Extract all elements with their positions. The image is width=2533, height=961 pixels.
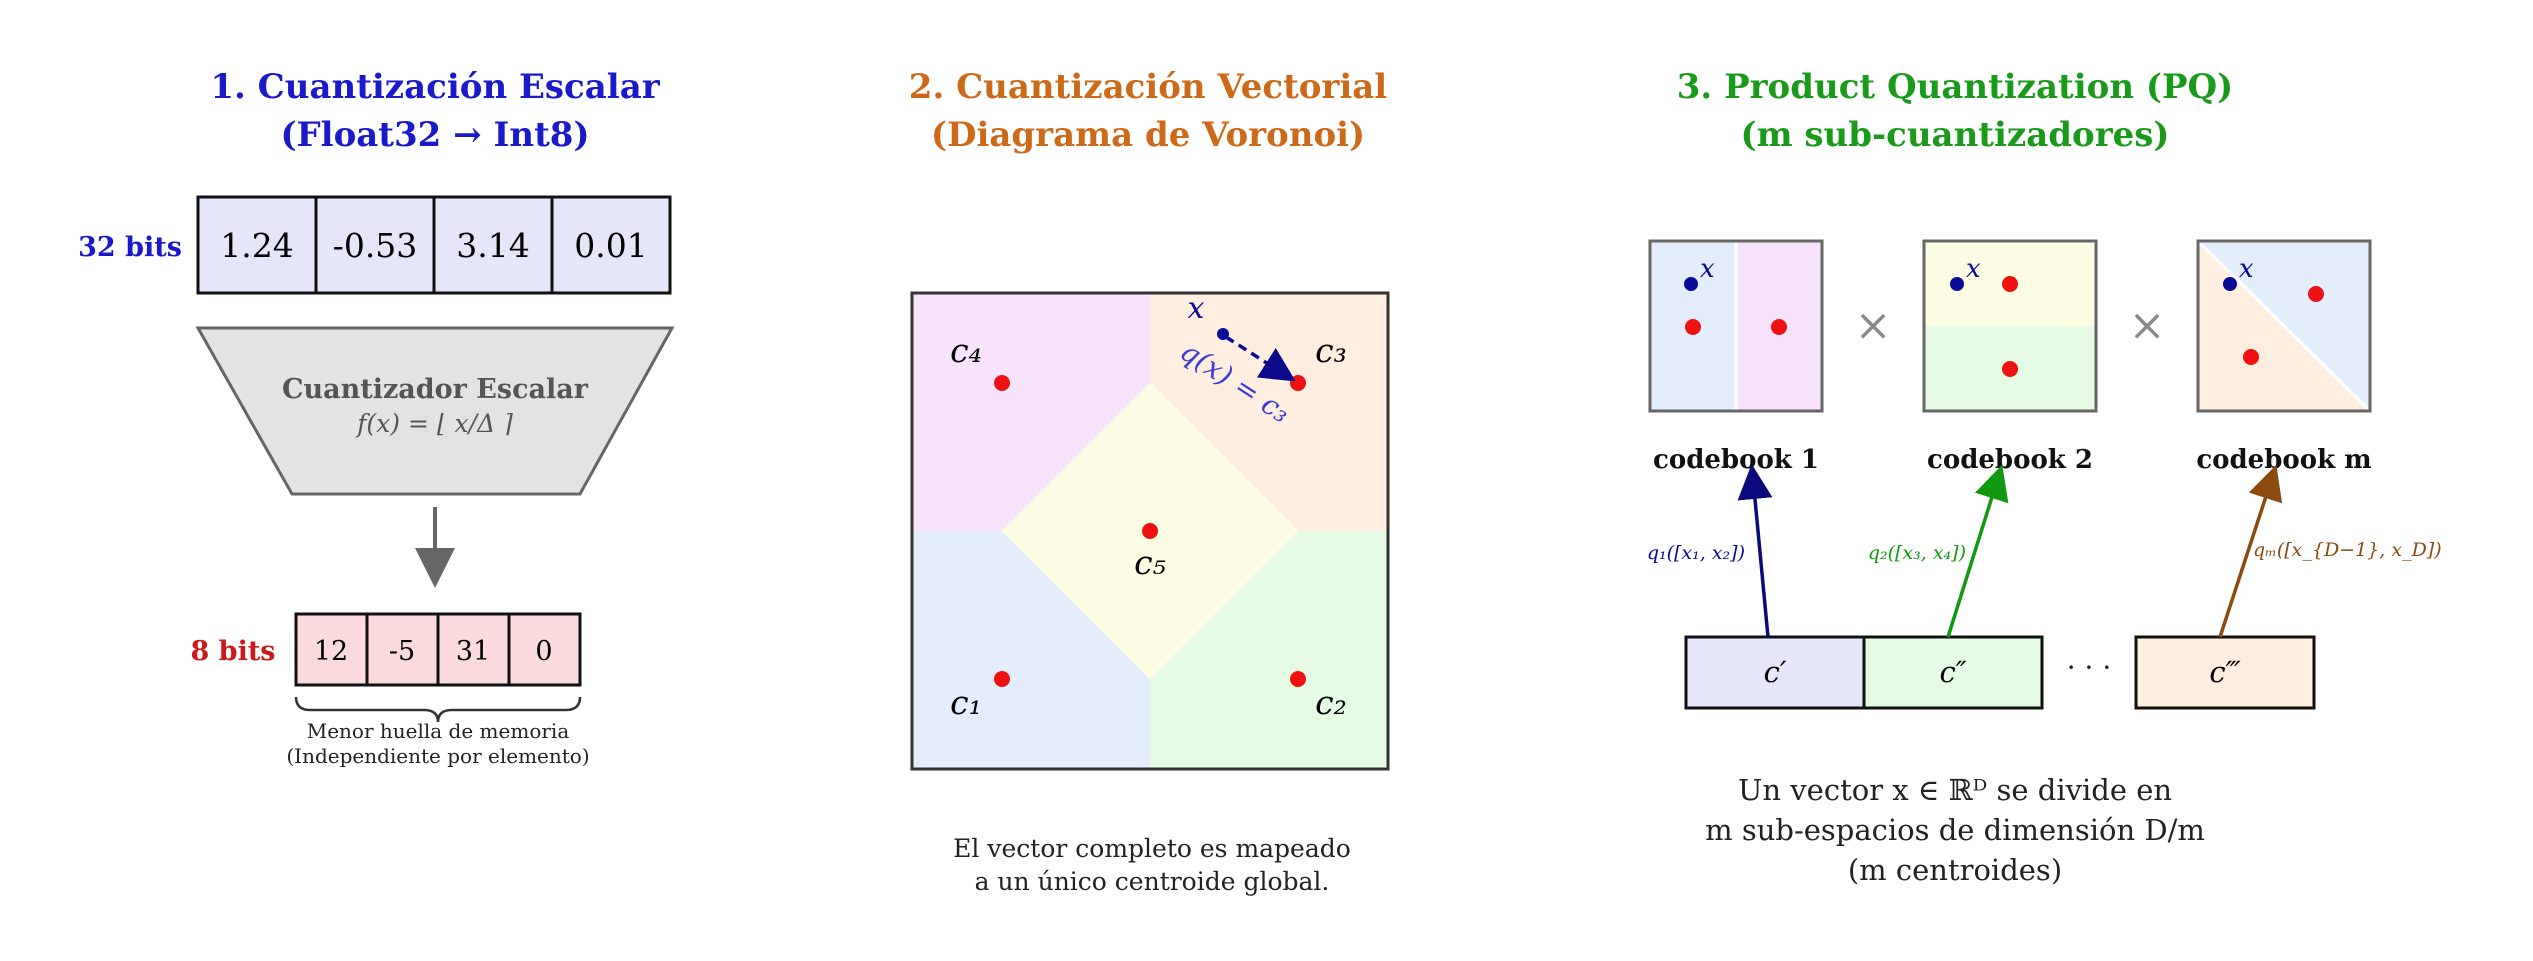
- memory-brace: [294, 696, 582, 723]
- panel1-title-line2: (Float32 → Int8): [280, 115, 589, 155]
- int-value-4: 0: [535, 636, 552, 667]
- times-sign-2: ×: [2129, 300, 2166, 351]
- int-cell-3: [436, 612, 511, 687]
- arrow-to-codebook-m: [2218, 464, 2283, 638]
- float-value-4: 0.01: [574, 226, 647, 265]
- int8-vector: 12 -5 31 0: [294, 612, 582, 687]
- panel-scalar-quantization: 1. Cuantización Escalar (Float32 → Int8)…: [78, 67, 675, 768]
- float32-vector: 1.24 -0.53 3.14 0.01: [196, 195, 672, 295]
- quantizer-title: Cuantizador Escalar: [282, 374, 589, 405]
- int-value-3: 31: [456, 636, 490, 667]
- panel3-caption-line1: Un vector x ∈ ℝᴰ se divide en: [1738, 773, 2172, 807]
- codebook-2-label: codebook 2: [1927, 445, 2093, 475]
- codebook-1-label: codebook 1: [1653, 445, 1819, 475]
- subspacem-centroid-1: [2308, 286, 2324, 302]
- panel1-caption-line1: Menor huella de memoria: [307, 719, 570, 743]
- subspace-m: x: [2196, 239, 2372, 413]
- panel-vector-quantization: 2. Cuantización Vectorial (Diagrama de V…: [909, 67, 1390, 896]
- subspace1-centroid-2: [1771, 319, 1787, 335]
- subspacem-boundary: [2196, 239, 2372, 413]
- centroid-c4: [994, 375, 1010, 391]
- float-cell-1: [196, 195, 318, 295]
- scalar-quantizer-block: Cuantizador Escalar f(x) = ⌊ x/Δ ⌉: [195, 326, 675, 496]
- code-cell-m: [2134, 635, 2316, 710]
- voronoi-diagram: c₄ c₃ c₅ c₁ c₂ x q(x) = c₃: [910, 291, 1390, 771]
- panel3-caption-line3: (m centroides): [1848, 853, 2062, 887]
- subspacem-centroid-2: [2243, 349, 2259, 365]
- float-cell-3: [432, 195, 554, 295]
- quantizer-funnel: [195, 326, 675, 496]
- quantizer-formula: f(x) = ⌊ x/Δ ⌉: [355, 409, 513, 438]
- label-c5: c₅: [1134, 543, 1166, 582]
- arrow-to-codebook-2: [1946, 464, 2009, 638]
- panel2-title-line2: (Diagrama de Voronoi): [931, 115, 1365, 155]
- code-cell-2: [1862, 635, 2044, 710]
- input-point-x-label: x: [1188, 291, 1205, 326]
- panel3-title-line2: (m sub-cuantizadores): [1740, 115, 2169, 155]
- bits8-label: 8 bits: [191, 636, 276, 667]
- label-c4: c₄: [950, 331, 982, 370]
- panel1-title-line1: 1. Cuantización Escalar: [210, 67, 660, 107]
- panel2-caption-line2: a un único centroide global.: [975, 867, 1330, 896]
- subspace2-point-x: [1950, 277, 1964, 291]
- code-value-1: c′: [1764, 655, 1787, 689]
- subspace1-point-x: [1684, 277, 1698, 291]
- label-c3: c₃: [1315, 331, 1347, 370]
- subspace1-border: [1648, 239, 1824, 413]
- subspace-1: x: [1648, 239, 1824, 413]
- int-value-2: -5: [389, 636, 415, 667]
- centroid-c1: [994, 671, 1010, 687]
- int-value-1: 12: [314, 636, 348, 667]
- q2-label: q₂([x₃, x₄]): [1868, 542, 1966, 564]
- code-ellipsis: · · ·: [2067, 651, 2112, 684]
- subspace1-centroid-1: [1685, 319, 1701, 335]
- code-value-m: c‴: [2209, 655, 2240, 689]
- codebook-m-label: codebook m: [2196, 445, 2371, 475]
- bits32-label: 32 bits: [78, 232, 182, 263]
- subspace-2: x: [1922, 239, 2098, 413]
- centroid-c5: [1142, 523, 1158, 539]
- arrow-to-codebook-1: [1737, 464, 1773, 638]
- voronoi-cell-c3: [1150, 293, 1388, 531]
- subspacem-point-x: [2223, 277, 2237, 291]
- voronoi-cell-c4: [912, 293, 1150, 531]
- pq-code-vector: c′ c″ c‴ · · ·: [1684, 635, 2316, 710]
- voronoi-cell-c1: [912, 531, 1150, 769]
- centroid-c3: [1290, 375, 1306, 391]
- panel2-caption-line1: El vector completo es mapeado: [953, 834, 1351, 863]
- float-cell-2: [314, 195, 436, 295]
- code-value-2: c″: [1939, 655, 1966, 689]
- int-cell-4: [507, 612, 582, 687]
- subspace1-x-label: x: [1700, 254, 1715, 284]
- label-c1: c₁: [950, 683, 982, 722]
- subspace2-border: [1922, 239, 2098, 413]
- subspacem-x-label: x: [2239, 254, 2254, 284]
- times-sign-1: ×: [1855, 300, 1892, 351]
- voronoi-cell-c2: [1150, 531, 1388, 769]
- code-cell-1: [1684, 635, 1866, 710]
- centroid-c2: [1290, 671, 1306, 687]
- panel3-title-line1: 3. Product Quantization (PQ): [1677, 67, 2233, 107]
- subspace2-centroid-1: [2002, 276, 2018, 292]
- qm-label: qₘ([x_{D−1}, x_D]): [2253, 539, 2442, 561]
- subspace2-centroid-2: [2002, 361, 2018, 377]
- panel-product-quantization: 3. Product Quantization (PQ) (m sub-cuan…: [1647, 67, 2442, 887]
- subspacem-border: [2196, 239, 2372, 413]
- voronoi-border: [910, 291, 1390, 771]
- float-value-1: 1.24: [220, 226, 293, 265]
- float-cell-4: [550, 195, 672, 295]
- float-value-2: -0.53: [333, 226, 418, 265]
- panel1-caption-line2: (Independiente por elemento): [286, 744, 589, 768]
- panel2-title-line1: 2. Cuantización Vectorial: [909, 67, 1388, 107]
- mapping-arrow: [1225, 335, 1296, 382]
- float-value-3: 3.14: [456, 226, 529, 265]
- panel3-caption-line2: m sub-espacios de dimensión D/m: [1705, 813, 2205, 847]
- q1-label: q₁([x₁, x₂]): [1647, 542, 1745, 564]
- label-c2: c₂: [1315, 683, 1347, 722]
- subspace2-x-label: x: [1966, 254, 1981, 284]
